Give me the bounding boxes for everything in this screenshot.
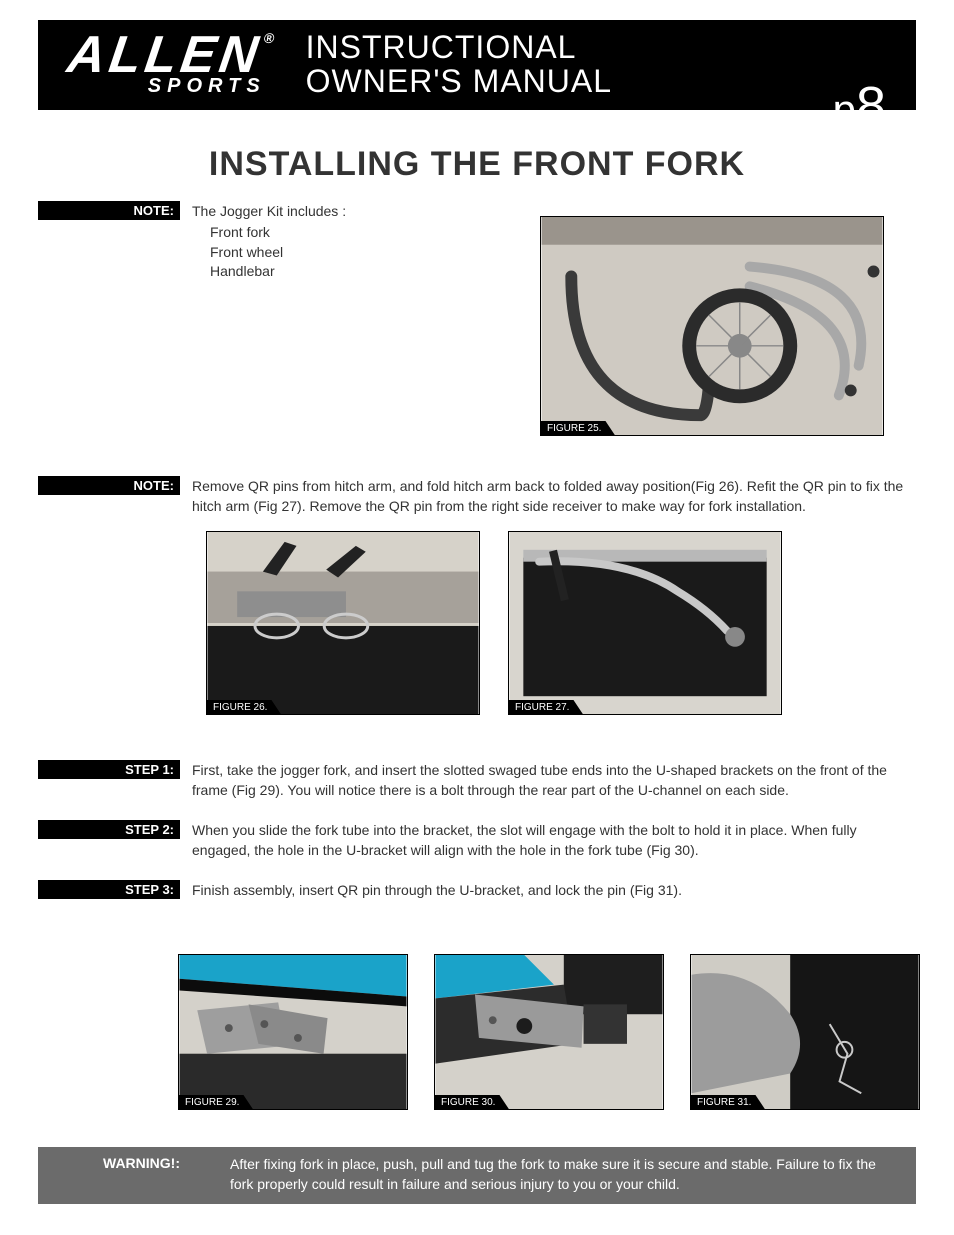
header-title-line2: OWNER'S MANUAL [306, 65, 612, 99]
figure-caption: FIGURE 30. [435, 1095, 509, 1110]
step-label: STEP 3: [38, 880, 180, 899]
figure-caption: FIGURE 26. [207, 700, 281, 715]
step2-text: When you slide the fork tube into the br… [192, 820, 916, 861]
figure-caption: FIGURE 27. [509, 700, 583, 715]
registered-mark: ® [263, 30, 280, 46]
figure-30-photo [435, 955, 663, 1109]
header-title-line1: INSTRUCTIONAL [306, 31, 612, 65]
figure-26-photo [207, 532, 479, 714]
figure-31-photo [691, 955, 919, 1109]
figure-27: FIGURE 27. [508, 531, 782, 715]
step3-row: STEP 3: Finish assembly, insert QR pin t… [38, 880, 916, 900]
figure-caption: FIGURE 29. [179, 1095, 253, 1110]
figure-29-photo [179, 955, 407, 1109]
logo-main: ALLEN® [65, 32, 279, 79]
figure-29: FIGURE 29. [178, 954, 408, 1110]
figure-26: FIGURE 26. [206, 531, 480, 715]
header-bar: ALLEN® SPORTS INSTRUCTIONAL OWNER'S MANU… [38, 20, 916, 110]
figure-30: FIGURE 30. [434, 954, 664, 1110]
note2-row: NOTE: Remove QR pins from hitch arm, and… [38, 476, 916, 517]
step1-text: First, take the jogger fork, and insert … [192, 760, 916, 801]
header-titles: INSTRUCTIONAL OWNER'S MANUAL [306, 31, 612, 98]
brand-logo: ALLEN® SPORTS [68, 32, 276, 98]
note-label: NOTE: [38, 476, 180, 495]
logo-text: ALLEN [64, 26, 265, 84]
figure-31: FIGURE 31. [690, 954, 920, 1110]
page-number: p8 [833, 75, 886, 137]
figure-27-photo [509, 532, 781, 714]
page-digit: 8 [856, 76, 886, 136]
figure-25-photo [541, 217, 883, 435]
page-prefix: p [833, 86, 856, 133]
warning-label: WARNING!: [52, 1155, 180, 1171]
step-label: STEP 1: [38, 760, 180, 779]
step-label: STEP 2: [38, 820, 180, 839]
note-label: NOTE: [38, 201, 180, 220]
figure-caption: FIGURE 25. [541, 421, 615, 436]
figure-caption: FIGURE 31. [691, 1095, 765, 1110]
warning-text: After fixing fork in place, push, pull a… [230, 1155, 902, 1194]
warning-bar: WARNING!: After fixing fork in place, pu… [38, 1147, 916, 1204]
section-title: INSTALLING THE FRONT FORK [0, 145, 954, 184]
step3-text: Finish assembly, insert QR pin through t… [192, 880, 916, 900]
note2-text: Remove QR pins from hitch arm, and fold … [192, 476, 916, 517]
step1-row: STEP 1: First, take the jogger fork, and… [38, 760, 916, 801]
step2-row: STEP 2: When you slide the fork tube int… [38, 820, 916, 861]
figure-25: FIGURE 25. [540, 216, 884, 436]
